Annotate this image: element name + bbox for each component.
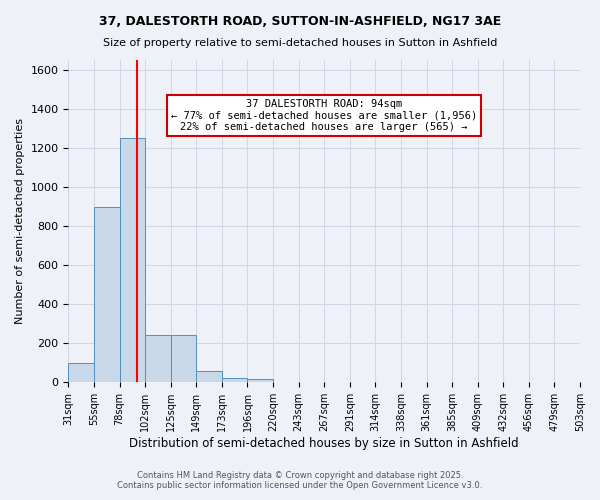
Bar (68, 363, 94, 382)
Y-axis label: Number of semi-detached properties: Number of semi-detached properties (15, 118, 25, 324)
Bar (171, 336, 196, 382)
Bar (196, 370, 222, 382)
Text: 37 DALESTORTH ROAD: 94sqm
← 77% of semi-detached houses are smaller (1,956)
22% : 37 DALESTORTH ROAD: 94sqm ← 77% of semi-… (171, 98, 478, 132)
Bar (119, 138, 145, 382)
Text: 37, DALESTORTH ROAD, SUTTON-IN-ASHFIELD, NG17 3AE: 37, DALESTORTH ROAD, SUTTON-IN-ASHFIELD,… (99, 15, 501, 28)
Text: Size of property relative to semi-detached houses in Sutton in Ashfield: Size of property relative to semi-detach… (103, 38, 497, 48)
X-axis label: Distribution of semi-detached houses by size in Sutton in Ashfield: Distribution of semi-detached houses by … (130, 437, 519, 450)
Bar (247, 380, 273, 382)
Bar (145, 336, 171, 382)
Text: Contains HM Land Registry data © Crown copyright and database right 2025.
Contai: Contains HM Land Registry data © Crown c… (118, 470, 482, 490)
Bar (222, 378, 247, 382)
Bar (94, 206, 119, 382)
